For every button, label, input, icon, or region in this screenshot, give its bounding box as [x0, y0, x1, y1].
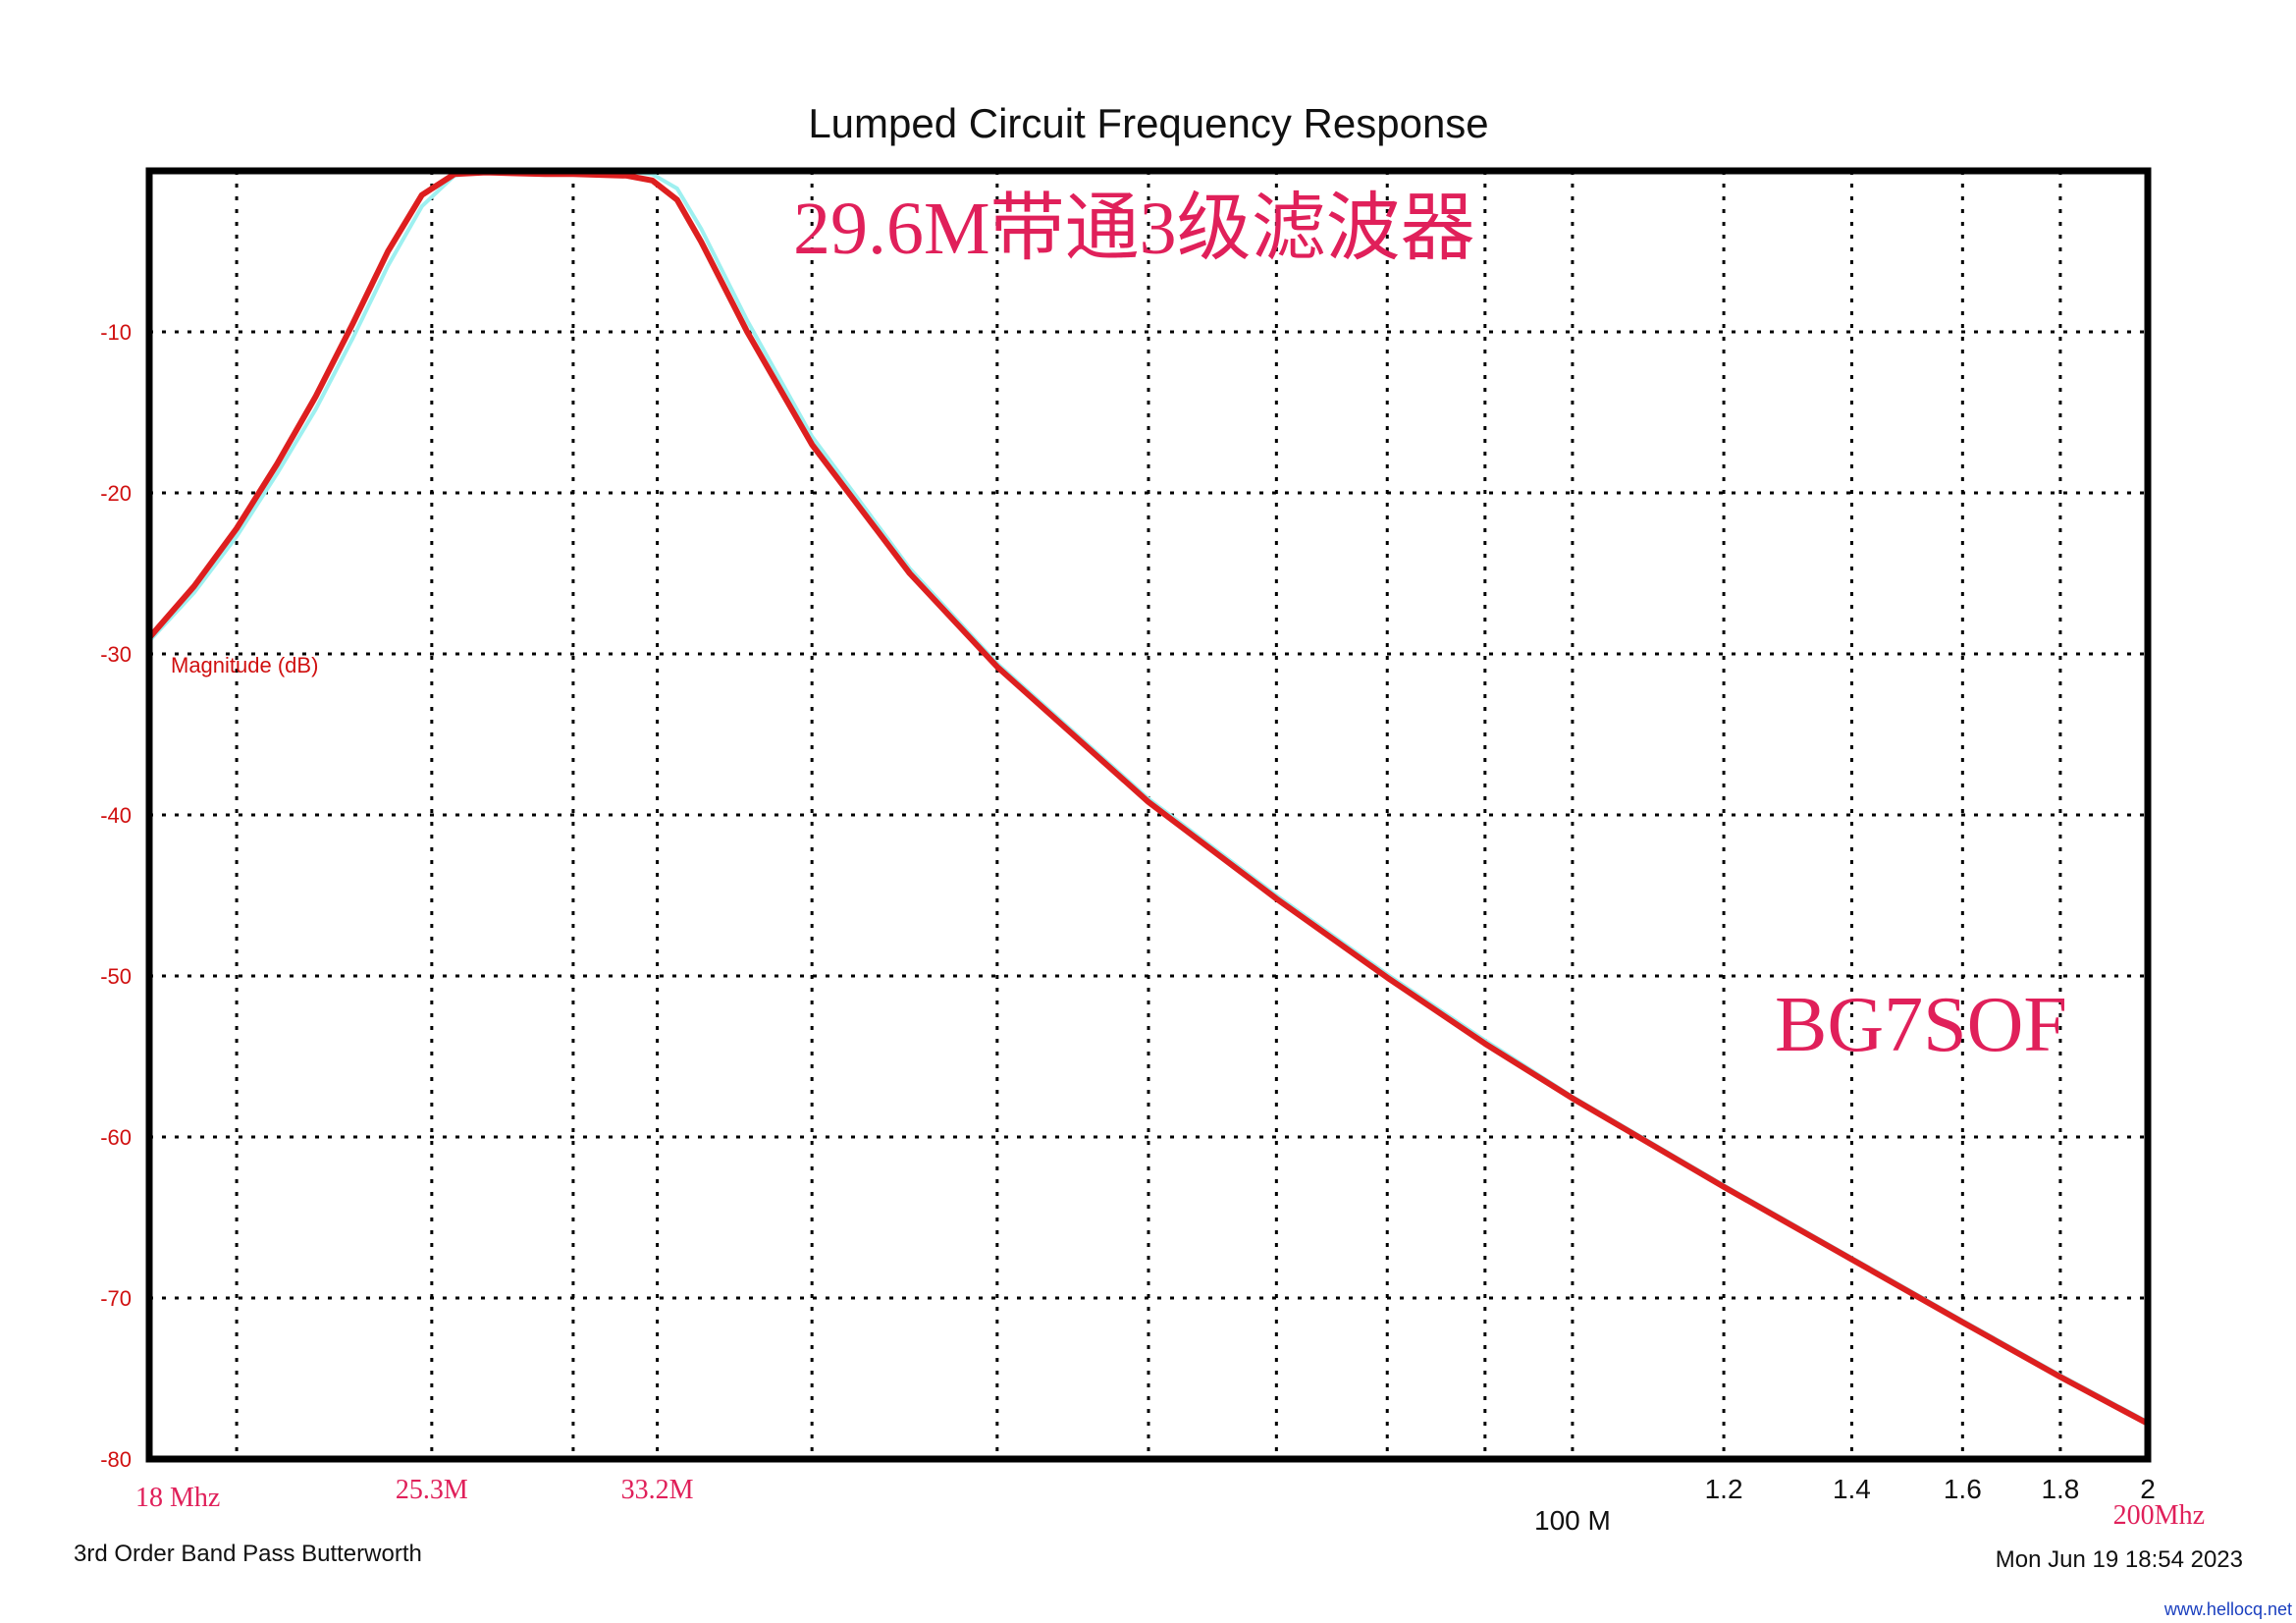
y-tick-label: -10	[100, 320, 132, 345]
footer-right-timestamp: Mon Jun 19 18:54 2023	[1996, 1546, 2243, 1573]
x-axis-ticks: 100 M 1.2 1.4 1.6 1.8 2	[1534, 1474, 2156, 1536]
x-tick-label: 1.4	[1833, 1474, 1871, 1504]
x-annotation-label: 200Mhz	[2113, 1500, 2205, 1531]
x-tick-label: 1.2	[1705, 1474, 1743, 1504]
y-axis-ticks: -10 -20 -30 -40 -50 -60 -70 -80	[100, 320, 132, 1472]
x-tick-label: 1.8	[2041, 1474, 2079, 1504]
y-tick-label: -70	[100, 1286, 132, 1311]
x-tick-label: 2	[2140, 1474, 2156, 1504]
y-tick-label: -80	[100, 1447, 132, 1472]
grid	[149, 171, 2150, 1459]
y-tick-label: -60	[100, 1125, 132, 1150]
site-watermark: www.hellocq.net	[2163, 1599, 2292, 1619]
watermark-callsign: BG7SOF	[1775, 982, 2067, 1068]
series-line	[147, 169, 2150, 1425]
chart-title: Lumped Circuit Frequency Response	[808, 100, 1488, 146]
series-lines	[146, 169, 2151, 1427]
plot-frame	[145, 167, 2152, 1463]
y-tick-label: -20	[100, 481, 132, 506]
y-tick-label: -40	[100, 803, 132, 828]
footer-left-text: 3rd Order Band Pass Butterworth	[74, 1541, 422, 1567]
y-tick-label: -50	[100, 964, 132, 989]
y-tick-label: -30	[100, 642, 132, 667]
x-axis-annotations: 18 Mhz 25.3M 33.2M 200Mhz	[135, 1475, 2205, 1531]
x-tick-label: 1.6	[1944, 1474, 1982, 1504]
annotation-title: 29.6M带通3级滤波器	[793, 188, 1475, 270]
series-label: Magnitude (dB)	[171, 653, 318, 677]
x-annotation-label: 18 Mhz	[135, 1483, 220, 1513]
x-annotation-label: 25.3M	[396, 1475, 468, 1505]
series-line	[146, 169, 2151, 1427]
x-annotation-label: 33.2M	[621, 1475, 694, 1505]
x-tick-label: 100 M	[1534, 1505, 1611, 1536]
